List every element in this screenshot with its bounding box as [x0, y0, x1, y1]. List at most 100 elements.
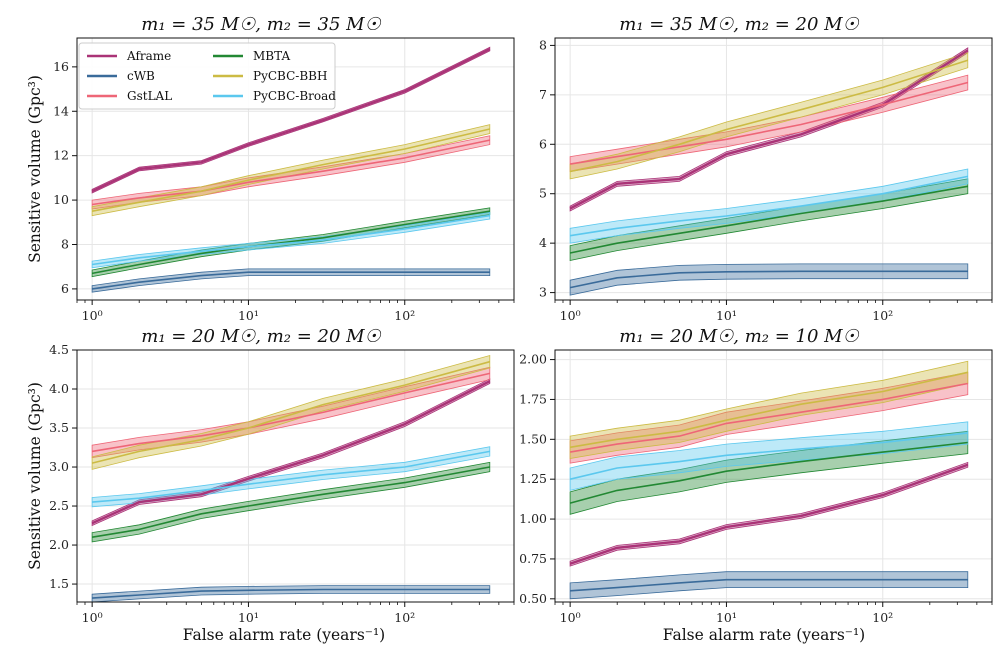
band-pycbc-bbh [569, 52, 969, 180]
band-cwb [569, 571, 969, 600]
series-line-aframe [569, 463, 969, 565]
x-tick-label: 10² [872, 610, 893, 625]
band-pycbc-broad [569, 168, 969, 244]
band-aframe [91, 46, 491, 194]
legend-label-pycbc-broad: PyCBC-Broad [253, 89, 336, 103]
y-tick-label: 7 [539, 87, 547, 102]
band-pycbc-bbh [91, 124, 491, 217]
lines [91, 360, 491, 599]
band-cwb [91, 268, 491, 293]
band-mbta [569, 430, 969, 515]
series-line-cwb [570, 578, 968, 592]
y-tick-label: 8 [539, 37, 547, 52]
series-line-aframe [91, 48, 491, 193]
y-tick-label: 2.00 [519, 352, 547, 367]
legend-label-pycbc-bbh: PyCBC-BBH [253, 69, 327, 83]
y-tick-label: 10 [53, 192, 69, 207]
y-ticks: 0.50 0.75 1.00 1.25 1.50 1.75 2.00 [519, 352, 555, 606]
series-line-pycbc-bbh [91, 128, 490, 212]
x-tick-label: 10⁰ [560, 610, 581, 625]
bands [569, 47, 969, 296]
y-tick-label: 1.25 [519, 471, 547, 486]
y-tick-label: 1.00 [519, 511, 547, 526]
legend: Aframe cWB GstLAL MBTA PyCBC-BBH PyCBC-Broad [78, 42, 336, 110]
y-tick-label: 6 [539, 136, 547, 151]
y-tick-label: 3 [539, 285, 547, 300]
y-ticks: 1.5 2.0 2.5 3.0 3.5 4.0 4.5 [49, 342, 77, 591]
panel-title: m₁ = 20 M☉, m₂ = 20 M☉ [141, 326, 381, 347]
x-tick-label: 10² [394, 610, 415, 625]
y-tick-label: 1.75 [519, 391, 547, 406]
y-tick-label: 2.0 [49, 537, 69, 552]
lines [569, 49, 969, 289]
x-ticks: 10⁰ 10¹ 10² [76, 300, 515, 323]
x-axis-label-right: False alarm rate (years⁻¹) [663, 626, 865, 644]
band-gstlal [91, 135, 491, 210]
y-tick-label: 2.5 [49, 498, 69, 513]
y-tick-label: 4.0 [49, 381, 69, 396]
panel-title: m₁ = 35 M☉, m₂ = 20 M☉ [619, 14, 859, 35]
series-line-gstlal [569, 382, 968, 453]
series-line-gstlal [569, 81, 969, 165]
x-tick-label: 10¹ [238, 308, 259, 323]
legend-label-aframe: Aframe [126, 49, 171, 63]
lines [91, 48, 491, 290]
x-tick-label: 10¹ [716, 610, 737, 625]
y-tick-label: 12 [53, 148, 69, 163]
y-tick-label: 14 [53, 103, 69, 118]
x-tick-label: 10⁰ [82, 308, 103, 323]
y-tick-label: 6 [61, 281, 69, 296]
series-line-pycbc-bbh [569, 371, 968, 449]
y-tick-label: 0.75 [519, 551, 547, 566]
series-line-pycbc-broad [91, 214, 490, 266]
x-tick-label: 10¹ [238, 610, 259, 625]
series-line-pycbc-broad [569, 175, 968, 237]
band-mbta [569, 178, 969, 261]
x-ticks: 10⁰ 10¹ 10² [76, 602, 515, 625]
y-tick-label: 0.50 [519, 591, 547, 606]
series-line-pycbc-bbh [569, 59, 969, 173]
band-mbta [91, 461, 491, 543]
grid [555, 350, 992, 602]
legend-box [78, 42, 336, 110]
x-tick-label: 10¹ [716, 308, 737, 323]
bands [569, 360, 969, 600]
y-tick-label: 1.5 [49, 576, 69, 591]
series-line-pycbc-bbh [91, 360, 491, 464]
x-axis-label-left: False alarm rate (years⁻¹) [183, 626, 385, 644]
panel-20-10: m₁ = 20 M☉, m₂ = 10 M☉ 0.50 0.75 1.00 1.25 1… [519, 326, 993, 625]
x-tick-label: 10⁰ [82, 610, 103, 625]
lines [569, 371, 969, 592]
band-aframe [91, 378, 491, 527]
legend-label-cwb: cWB [127, 69, 155, 83]
y-tick-label: 5 [539, 186, 547, 201]
y-tick-label: 4 [539, 235, 547, 250]
y-tick-label: 3.5 [49, 420, 69, 435]
x-tick-label: 10² [872, 308, 893, 323]
band-pycbc-broad [569, 421, 969, 491]
legend-label-gstlal: GstLAL [127, 89, 172, 103]
y-axis-label-bottom: Sensitive volume (Gpc³) [26, 382, 44, 570]
y-tick-label: 4.5 [49, 342, 69, 357]
series-line-mbta [569, 185, 968, 254]
panel-35-20: m₁ = 35 M☉, m₂ = 20 M☉ 3 4 5 6 7 8 10⁰ 10¹ 10² [539, 14, 993, 323]
series-line-mbta [569, 441, 968, 504]
series-line-aframe [91, 380, 491, 525]
panel-20-20: m₁ = 20 M☉, m₂ = 20 M☉ 1.5 2.0 2.5 3.0 3.5 4.… [49, 326, 515, 625]
series-line-pycbc-broad [569, 432, 968, 480]
x-tick-label: 10² [394, 308, 415, 323]
panel-35-35: m₁ = 35 M☉, m₂ = 35 M☉ 6 8 10 12 14 16 10⁰ 10¹… [53, 14, 515, 323]
y-tick-label: 16 [53, 59, 69, 74]
series-line-mbta [91, 466, 490, 538]
series-line-gstlal [91, 139, 490, 206]
series-line-cwb [569, 270, 968, 289]
y-tick-label: 1.50 [519, 431, 547, 446]
y-ticks: 3 4 5 6 7 8 [539, 37, 555, 300]
y-tick-label: 3.0 [49, 459, 69, 474]
series-line-cwb [92, 588, 490, 599]
x-tick-label: 10⁰ [560, 308, 581, 323]
y-tick-label: 8 [61, 236, 69, 251]
legend-label-mbta: MBTA [253, 49, 290, 63]
panel-title: m₁ = 35 M☉, m₂ = 35 M☉ [141, 14, 381, 35]
